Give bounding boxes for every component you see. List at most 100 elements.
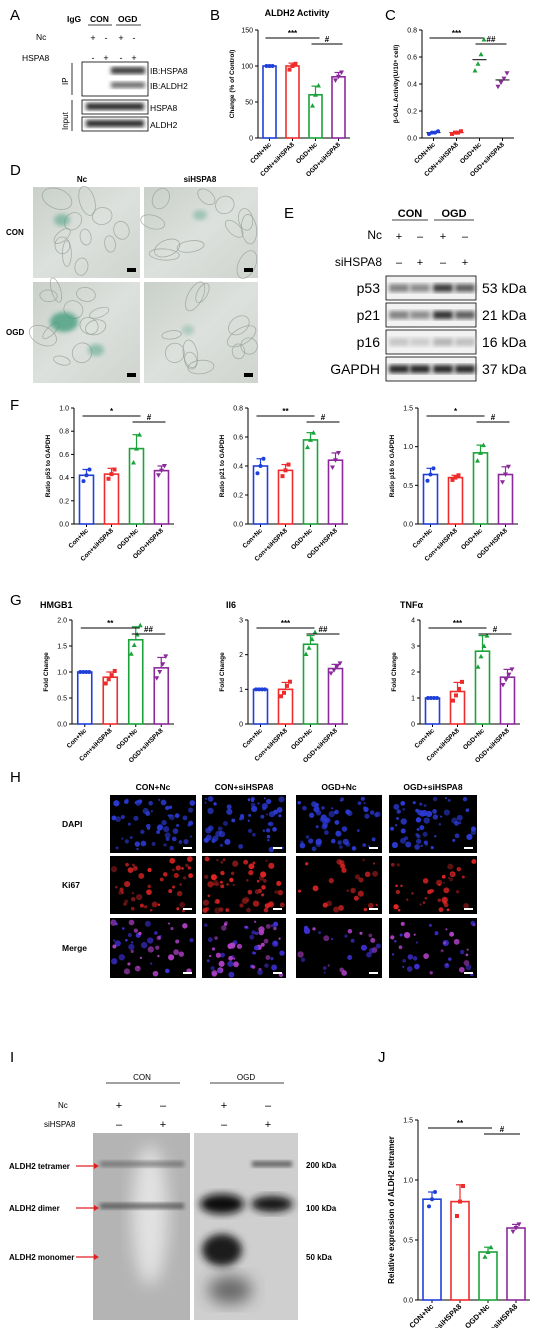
panel-letter-a: A [10,7,20,24]
cell-dot [425,810,433,818]
data-point [506,672,512,678]
panel-i-western: CON OGD Nc siHSPA8 + – + – – + – + ALDH2 tetram… [9,1073,337,1320]
cell-dot [205,797,208,800]
data-point [516,1222,522,1227]
cell-dot [432,814,439,820]
cell-dot [324,830,329,835]
data-point [337,661,343,666]
cell-dot [214,907,221,914]
cell-dot [176,907,180,911]
data-point [454,693,458,698]
cell-dot [171,836,177,842]
cell-dot [270,956,274,961]
cell-dot [441,874,446,879]
blot-label-input-aldh2: ALDH2 [150,120,178,130]
cell-dot [182,909,185,913]
data-point [500,683,506,688]
scalebar-3 [127,373,136,377]
band-input-aldh2 [86,120,144,127]
cell-dot [400,818,407,825]
data-point [450,131,454,136]
cell-dot [321,823,328,830]
cell-dot [419,802,423,806]
cell-dot [147,946,154,953]
cell-dot [246,879,249,882]
cell-dot [207,937,213,943]
cell-dot [261,802,268,810]
cell-dot [140,829,145,835]
cell-dot [236,943,243,949]
blot-e-label-p53: p53 [357,280,381,296]
cell-dot [264,963,269,968]
if-scalebar [273,847,282,849]
cell-dot [265,813,269,816]
sign-e-r0-c2: + [440,231,446,243]
cell-dot [429,971,433,975]
cell-dot [393,803,400,810]
cell-dot [207,796,214,802]
cell-outline [74,257,89,276]
data-point [267,64,272,68]
cell-dot [327,964,330,967]
data-point [501,76,507,82]
blot-e-label-gapdh: GAPDH [330,361,380,377]
significance-label: ** [282,407,289,416]
cell-dot [113,800,120,807]
bar [327,667,344,725]
cell-dot [351,846,357,851]
cell-dot [224,921,228,925]
cell-dot [260,871,267,878]
cell-dot [396,863,400,867]
cell-dot [253,945,259,951]
cell-dot [214,936,218,940]
y-tick-label: 0.0 [407,136,417,143]
cell-dot [272,940,279,947]
d-row-con: CON [6,228,24,237]
cell-dot [300,840,304,845]
band-e-gapdh [433,365,453,373]
x-tick-label: OGD+Nc [116,527,140,551]
cell-dot [334,809,339,815]
cell-dot [133,928,139,933]
cell-dot [215,882,220,887]
significance-label: # [491,413,496,422]
cell-dot [308,812,315,818]
cell-dot [443,809,450,816]
data-point [330,465,335,470]
cell-dot [124,839,129,844]
bar [450,1200,470,1301]
data-point [336,450,341,456]
blot-e-kda-gapdh: 37 kDa [482,361,527,377]
data-point [495,84,501,90]
cell-dot [400,801,406,806]
cell-dot [252,951,256,955]
cell-dot [159,877,164,882]
significance-label: *** [452,29,462,38]
cell-dot [257,802,260,805]
y-tick-label: 0.6 [407,55,417,62]
data-point [334,664,340,670]
data-point [478,51,484,57]
cell-dot [334,820,340,825]
cell-dot [161,820,167,826]
data-point [134,446,139,451]
cell-dot [232,860,239,867]
cell-dot [396,809,401,814]
cell-dot [186,856,193,862]
cell-dot [273,921,279,927]
cell-dot [151,901,158,908]
cell-dot [149,908,153,912]
cell-dot [156,824,163,831]
cell-dot [114,940,121,947]
sign-e-r1-c2: – [440,257,447,269]
cell-outline [89,306,110,319]
cell-dot [110,866,118,873]
cell-dot [350,938,355,943]
cell-outline [224,219,244,238]
cell-dot [363,806,367,810]
sign-i-r0-c1: – [160,1100,167,1112]
blot-label-ib-hspa8: IB:HSPA8 [150,66,188,76]
y-axis-label: Fold Change [391,652,398,692]
y-tick-label: 1.5 [403,406,413,413]
cell-dot [155,945,160,950]
